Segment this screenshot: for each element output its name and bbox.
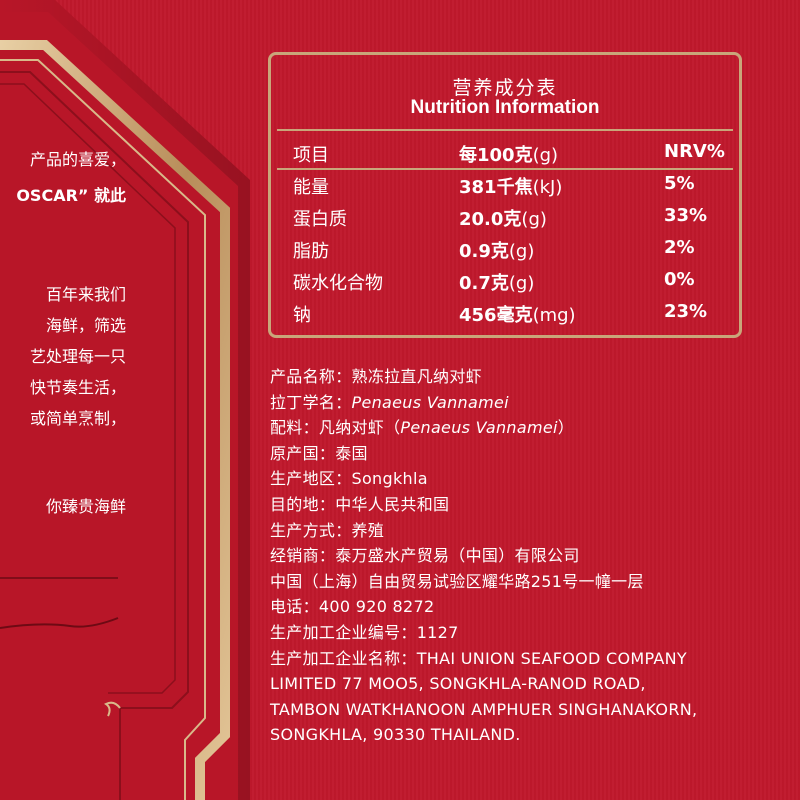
left-text-line: OSCAR” 就此 (16, 186, 126, 205)
row-nrv: 23% (664, 301, 708, 322)
left-text-line: 产品的喜爱， (29, 150, 126, 169)
row-nrv: 33% (664, 205, 708, 226)
header-item: 项目 (293, 145, 329, 166)
product-info: 产品名称：熟冻拉直凡纳对虾 拉丁学名：Penaeus Vannamei 配料：凡… (270, 364, 780, 748)
left-text-line: 海鲜，筛选 (45, 316, 126, 335)
ingredients-line: 配料：凡纳对虾（Penaeus Vannamei） (270, 418, 575, 438)
row-value: 381千焦(kJ) (459, 177, 563, 198)
product-name-line: 产品名称：熟冻拉直凡纳对虾 (270, 367, 482, 386)
row-item: 蛋白质 (293, 209, 347, 230)
nutrition-row: 碳水化合物 0.7克(g) 0% (271, 269, 739, 299)
plant-name-line: 生产加工企业名称：THAI UNION SEAFOOD COMPANY (270, 648, 687, 668)
nutrition-row: 蛋白质 20.0克(g) 33% (271, 205, 739, 235)
left-panel-text: 产品的喜爱， OSCAR” 就此 百年来我们 海鲜，筛选 艺处理每一只 快节奏生… (0, 0, 132, 800)
nutrition-row: 钠 456毫克(mg) 23% (271, 301, 739, 331)
nutrition-row: 能量 381千焦(kJ) 5% (271, 173, 739, 203)
distributor-line: 经销商：泰万盛水产贸易（中国）有限公司 (270, 546, 580, 566)
row-nrv: 0% (664, 269, 695, 290)
nutrition-row: 脂肪 0.9克(g) 2% (271, 237, 739, 267)
row-nrv: 5% (664, 173, 695, 194)
destination-line: 目的地：中华人民共和国 (270, 494, 450, 514)
method-line: 生产方式：养殖 (270, 520, 385, 540)
left-text-line: 百年来我们 (45, 285, 126, 304)
region-line: 生产地区：Songkhla (270, 469, 428, 489)
row-item: 脂肪 (293, 241, 329, 262)
left-text-line: 你臻贵海鲜 (45, 497, 126, 516)
row-value: 0.7克(g) (459, 273, 535, 294)
row-value: 0.9克(g) (459, 241, 535, 262)
plant-address-line: SONGKHLA, 90330 THAILAND. (270, 725, 521, 745)
plant-address-line: LIMITED 77 MOO5, SONGKHLA-RANOD ROAD, (270, 674, 646, 694)
row-item: 碳水化合物 (293, 273, 383, 294)
row-value: 20.0克(g) (459, 209, 547, 230)
address-line: 中国（上海）自由贸易试验区耀华路251号一幢一层 (270, 571, 644, 591)
origin-line: 原产国：泰国 (270, 443, 368, 463)
phone-line: 电话：400 920 8272 (270, 597, 435, 617)
plant-number-line: 生产加工企业编号：1127 (270, 622, 459, 642)
nutrition-table: 营养成分表 Nutrition Information 项目 每100克(g) … (268, 52, 742, 338)
latin-name-line: 拉丁学名：Penaeus Vannamei (270, 392, 509, 412)
row-value: 456毫克(mg) (459, 305, 576, 326)
table-divider (277, 129, 733, 131)
plant-address-line: TAMBON WATKHANOON AMPHUER SINGHANAKORN, (270, 699, 698, 719)
left-text-line: 艺处理每一只 (29, 347, 126, 366)
table-divider (277, 168, 733, 170)
left-decorative-panel: 产品的喜爱， OSCAR” 就此 百年来我们 海鲜，筛选 艺处理每一只 快节奏生… (0, 0, 260, 800)
nutrition-title-en: Nutrition Information (410, 97, 600, 118)
left-text-line: 快节奏生活， (29, 378, 126, 397)
left-text-line: 或简单烹制， (29, 409, 126, 428)
nutrition-header-row: 项目 每100克(g) NRV% (271, 141, 739, 171)
row-item: 钠 (293, 305, 311, 326)
gold-frame-graphic (0, 0, 250, 800)
row-nrv: 2% (664, 237, 695, 258)
nutrition-title-cn: 营养成分表 (452, 77, 558, 99)
header-nrv: NRV% (664, 141, 725, 162)
header-per-100g: 每100克(g) (459, 145, 559, 166)
row-item: 能量 (293, 177, 329, 198)
